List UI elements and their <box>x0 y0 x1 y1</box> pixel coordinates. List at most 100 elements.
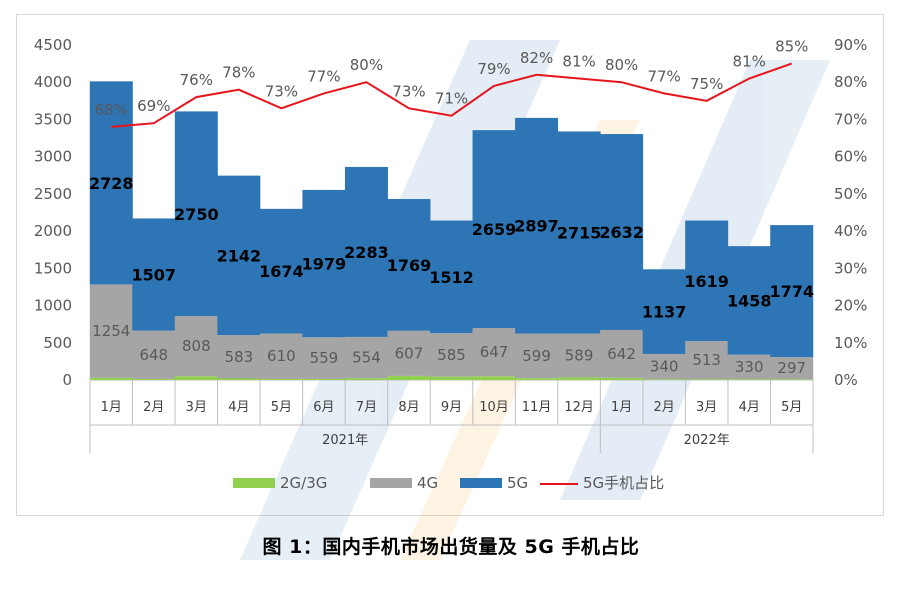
x-tick-label: 5月 <box>271 400 292 415</box>
label-5g: 2715 <box>557 223 602 242</box>
y-left-tick-label: 1000 <box>34 297 72 315</box>
bar-2g-3g <box>770 379 814 380</box>
label-4g: 589 <box>565 346 594 364</box>
label-5g: 1458 <box>727 291 772 310</box>
bar-5g <box>217 175 261 336</box>
bar-4g <box>132 330 176 379</box>
bar-5g <box>770 225 814 358</box>
y-left-tick-label: 2500 <box>34 185 72 203</box>
label-5g: 2659 <box>472 220 517 239</box>
y-left-tick-label: 1500 <box>34 259 72 277</box>
bar-2g-3g <box>430 376 473 380</box>
label-5g: 1619 <box>684 272 729 291</box>
bar-2g-3g <box>302 378 346 380</box>
label-ratio: 73% <box>265 82 298 100</box>
legend-label: 2G/3G <box>280 474 327 492</box>
y-right-tick-label: 70% <box>834 110 867 128</box>
bar-4g <box>387 330 431 376</box>
bar-2g-3g <box>642 379 686 380</box>
bar-2g-3g <box>132 378 176 380</box>
bar-5g <box>132 218 176 331</box>
x-tick-label: 10月 <box>479 400 509 415</box>
label-4g: 585 <box>437 346 466 364</box>
x-tick-label: 3月 <box>696 400 717 415</box>
x-tick-label: 2月 <box>143 400 164 415</box>
bar-4g <box>515 333 559 379</box>
bar-5g <box>89 81 133 285</box>
bar-5g <box>302 189 346 338</box>
bar-5g <box>727 246 771 355</box>
bar-4g <box>430 333 473 377</box>
label-ratio: 69% <box>137 97 170 115</box>
bar-4g <box>770 357 814 380</box>
label-5g: 2750 <box>174 205 219 224</box>
y-right-tick-label: 60% <box>834 148 867 166</box>
label-4g: 808 <box>182 337 211 355</box>
bar-4g <box>344 336 388 379</box>
label-4g: 607 <box>395 344 424 362</box>
bar-4g <box>727 354 771 380</box>
label-4g: 648 <box>139 346 168 364</box>
legend: 2G/3G 4G 5G 5G手机占比 <box>233 474 664 492</box>
label-ratio: 80% <box>605 56 638 74</box>
bar-5g <box>472 130 516 329</box>
bar-4g <box>302 337 346 379</box>
label-5g: 1507 <box>132 266 177 285</box>
x-tick-label: 4月 <box>228 400 249 415</box>
x-tick-label: 3月 <box>186 400 207 415</box>
label-4g: 554 <box>352 349 381 367</box>
bar-2g-3g <box>217 378 261 380</box>
y-right-tick-label: 40% <box>834 222 867 240</box>
y-right-tick-label: 10% <box>834 334 867 352</box>
bar-5g <box>557 131 601 334</box>
bar-2g-3g <box>387 375 431 380</box>
label-5g: 1137 <box>642 303 687 322</box>
bar-4g <box>685 341 729 380</box>
label-5g: 2897 <box>514 217 559 236</box>
y-left-tick-label: 500 <box>43 334 72 352</box>
label-ratio: 77% <box>307 67 340 85</box>
x-tick-label: 5月 <box>781 400 802 415</box>
bar-4g <box>174 316 218 377</box>
x-tick-label: 12月 <box>564 400 594 415</box>
label-5g: 2728 <box>89 174 134 193</box>
ratio-line <box>111 62 793 128</box>
bar-2g-3g <box>174 376 218 380</box>
y-left-tick-label: 4500 <box>34 36 72 54</box>
x-tick-label: 9月 <box>441 400 462 415</box>
label-4g: 642 <box>607 345 636 363</box>
y-left-tick-label: 2000 <box>34 222 72 240</box>
label-4g: 583 <box>225 348 254 366</box>
label-ratio: 76% <box>180 71 213 89</box>
bar-4g <box>259 333 303 379</box>
bar-5g <box>430 220 473 334</box>
x-tick-label: 2月 <box>654 400 675 415</box>
bar-2g-3g <box>89 377 133 380</box>
bar-5g <box>174 111 218 317</box>
bar-4g <box>217 335 261 379</box>
x-tick-label: 8月 <box>398 400 419 415</box>
axes: 0 500 1000 1500 2000 2500 3000 3500 4000 4500 0% 10… <box>34 36 867 453</box>
bar-4g <box>600 329 644 378</box>
label-4g: 340 <box>650 358 679 376</box>
legend-label: 5G手机占比 <box>583 474 664 492</box>
data-labels: 1254 2728 68% 648 1507 69% 808 2750 76% 583 2142 78… <box>89 38 814 378</box>
bar-2g-3g <box>727 379 771 380</box>
bar-5g <box>642 269 686 354</box>
label-4g: 610 <box>267 347 296 365</box>
bar-5g <box>387 199 431 331</box>
label-4g: 297 <box>777 359 806 377</box>
bars <box>89 81 814 380</box>
y-left-tick-label: 3500 <box>34 110 72 128</box>
label-ratio: 81% <box>733 53 766 71</box>
bar-2g-3g <box>472 376 516 380</box>
label-5g: 2142 <box>217 246 262 265</box>
legend-swatch <box>460 478 502 488</box>
bar-2g-3g <box>344 378 388 380</box>
y-right-tick-label: 30% <box>834 259 867 277</box>
y-right-tick-label: 90% <box>834 36 867 54</box>
x-tick-label: 4月 <box>739 400 760 415</box>
label-5g: 1979 <box>302 255 347 274</box>
label-ratio: 77% <box>647 67 680 85</box>
label-ratio: 85% <box>775 38 808 56</box>
